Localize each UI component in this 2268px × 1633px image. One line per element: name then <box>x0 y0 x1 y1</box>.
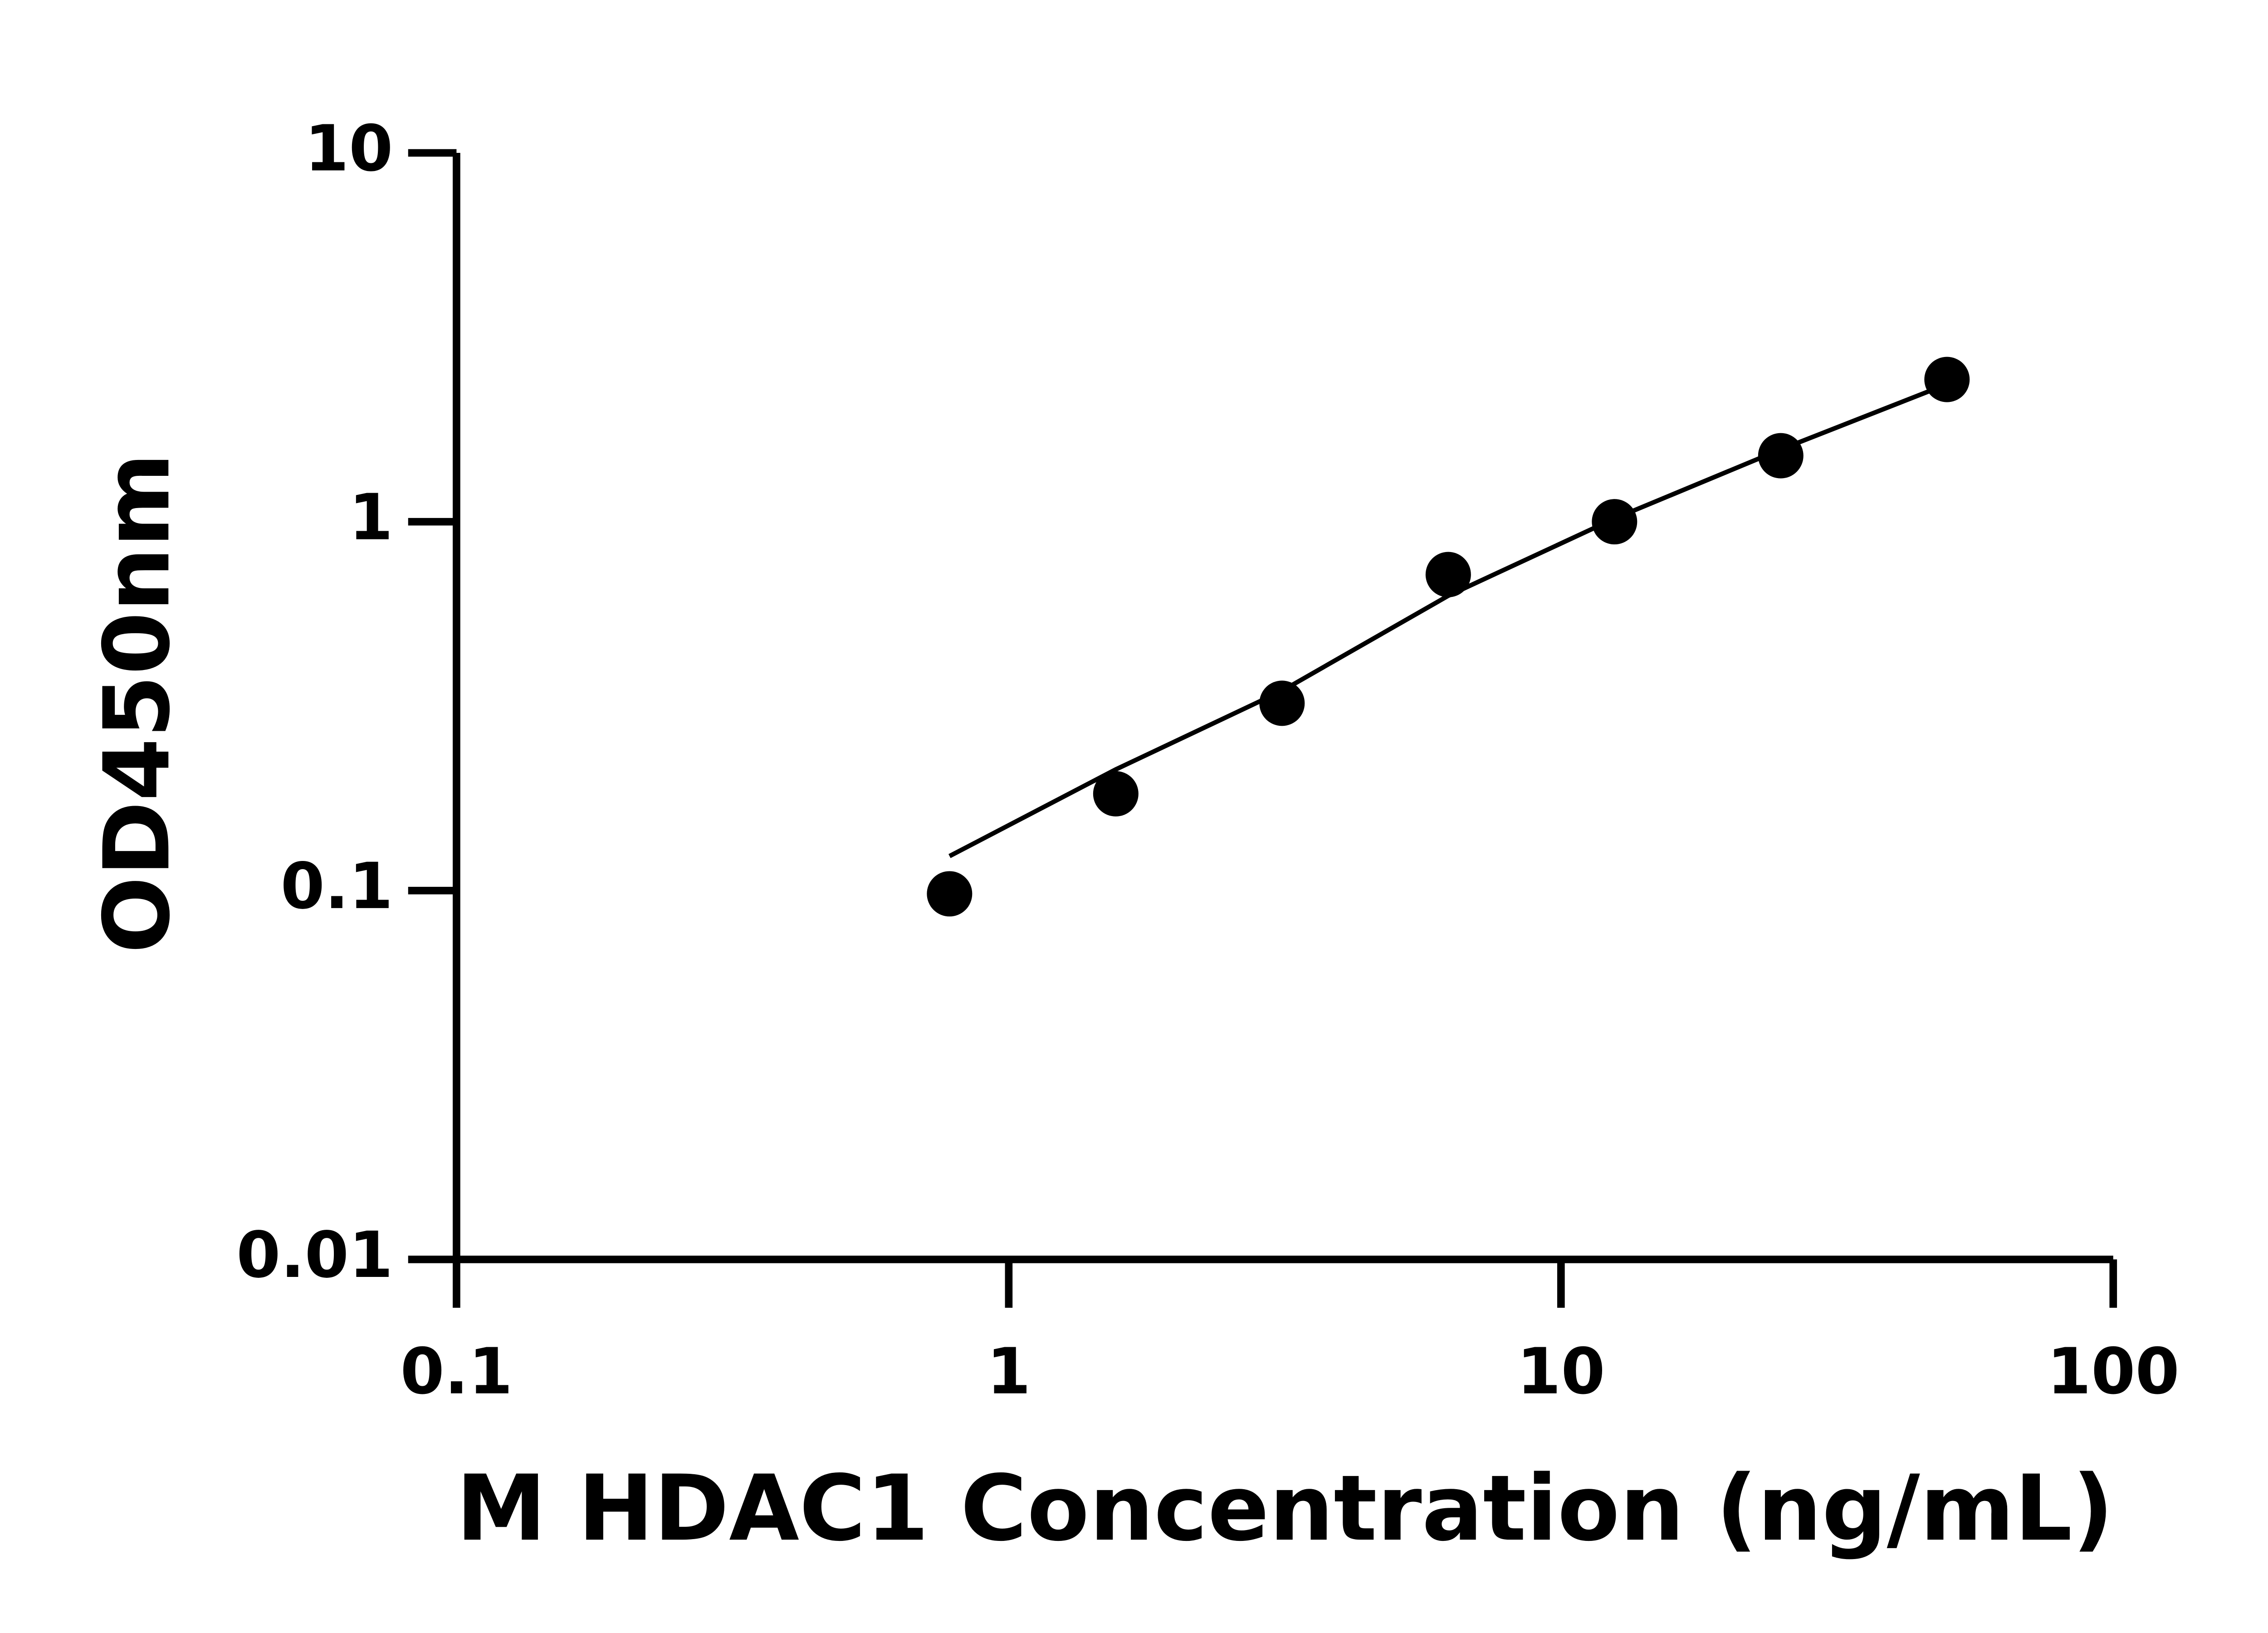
y-tick-label: 1 <box>349 481 393 555</box>
data-point <box>1093 771 1139 816</box>
y-tick-label: 0.1 <box>281 850 393 924</box>
fit-line <box>948 382 1948 858</box>
data-point <box>1259 680 1305 726</box>
data-point <box>1924 357 1970 402</box>
x-tick-label: 0.1 <box>400 1335 513 1409</box>
x-tick-label: 100 <box>2047 1335 2180 1409</box>
x-axis-title: M HDAC1 Concentration (ng/mL) <box>456 1456 2113 1561</box>
data-point <box>1425 552 1471 597</box>
y-tick-label: 10 <box>305 112 393 186</box>
data-point <box>927 871 973 917</box>
y-tick-label: 0.01 <box>236 1218 393 1292</box>
data-point <box>1592 499 1637 545</box>
y-axis-title: OD450nm <box>84 453 190 953</box>
x-tick-label: 10 <box>1517 1335 1605 1409</box>
x-tick-label: 1 <box>987 1335 1031 1409</box>
